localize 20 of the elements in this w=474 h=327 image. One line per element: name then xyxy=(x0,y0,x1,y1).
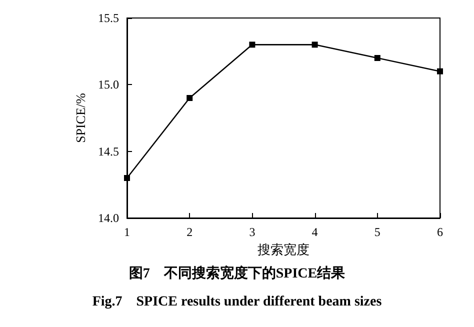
x-tick-label: 5 xyxy=(374,225,380,239)
y-tick-label: 14.0 xyxy=(98,211,119,225)
x-tick-label: 2 xyxy=(186,225,193,239)
y-tick-label: 14.5 xyxy=(98,144,119,158)
x-tick-label: 1 xyxy=(124,225,130,239)
x-tick-label: 3 xyxy=(249,225,256,239)
x-tick-label: 6 xyxy=(437,225,443,239)
y-tick-label: 15.5 xyxy=(98,11,119,25)
text: Fig.7 SPICE results under different beam sizes xyxy=(92,294,382,310)
text: 图7 不同搜索宽度下的SPICE结果 xyxy=(128,264,346,282)
y-tick-label: 15.0 xyxy=(98,78,119,92)
y-axis-title: SPICE/% xyxy=(73,92,88,143)
point xyxy=(374,55,380,61)
point xyxy=(249,42,256,48)
point xyxy=(437,68,443,74)
point xyxy=(312,42,318,48)
x-tick-label: 4 xyxy=(312,225,318,239)
point xyxy=(124,175,130,181)
point xyxy=(186,95,193,101)
x-axis-title: 搜索宽度 xyxy=(258,242,310,257)
